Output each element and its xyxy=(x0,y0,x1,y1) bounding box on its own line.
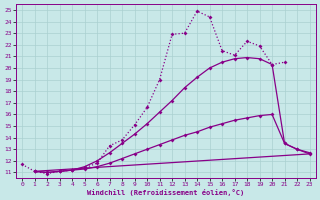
X-axis label: Windchill (Refroidissement éolien,°C): Windchill (Refroidissement éolien,°C) xyxy=(87,189,244,196)
